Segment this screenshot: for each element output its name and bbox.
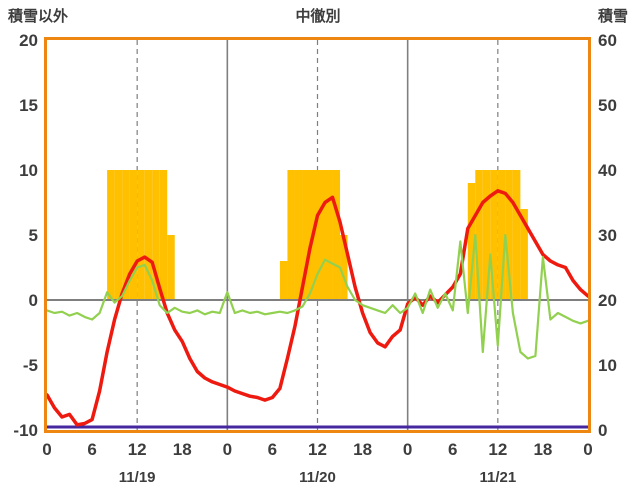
sunshine-bars [294, 170, 303, 300]
plot-border [44, 37, 591, 433]
left-axis-title: 積雪以外 [8, 8, 69, 25]
hour-tick: 6 [87, 440, 96, 459]
date-label: 11/20 [299, 469, 336, 486]
sunshine-bars [122, 170, 130, 300]
sunshine-bars [505, 170, 513, 300]
sunshine-bars [497, 170, 506, 300]
right-axis-tick: 60 [598, 31, 617, 50]
date-label: 11/19 [119, 469, 156, 486]
hour-tick: 18 [353, 440, 372, 459]
temperature-line [45, 189, 590, 427]
sunshine-bars [467, 183, 476, 300]
sunshine-bars [490, 170, 498, 300]
hour-tick: 0 [42, 440, 51, 459]
sunshine-bars [279, 261, 288, 300]
sunshine-bars [482, 170, 491, 300]
date-label: 11/21 [479, 469, 516, 486]
sunshine-bars [287, 170, 295, 300]
hour-tick: 0 [223, 440, 232, 459]
left-axis-tick: 20 [19, 31, 38, 50]
sunshine-bars [512, 170, 521, 300]
hour-tick: 0 [403, 440, 412, 459]
left-axis-tick: -5 [23, 356, 38, 375]
sunshine-bars [332, 170, 341, 300]
left-axis-tick: 0 [29, 291, 38, 310]
hour-tick: 12 [488, 440, 507, 459]
right-axis-tick: 30 [598, 226, 617, 245]
sunshine-bars [114, 170, 123, 300]
sunshine-bars [167, 235, 175, 300]
green-line [45, 233, 590, 360]
sunshine-bars [129, 170, 138, 300]
sunshine-bars [520, 209, 528, 300]
right-axis-title: 積雪 [597, 8, 628, 25]
sunshine-bars [302, 170, 310, 300]
sunshine-bars [325, 170, 333, 300]
right-axis-tick: 10 [598, 356, 617, 375]
sunshine-bars [475, 170, 483, 300]
sunshine-bars [107, 170, 115, 300]
sunshine-bars [317, 170, 326, 300]
hour-tick: 18 [533, 440, 552, 459]
left-axis-tick: 10 [19, 161, 38, 180]
hour-tick: 18 [173, 440, 192, 459]
left-axis-tick: 15 [19, 96, 38, 115]
hour-tick: 6 [268, 440, 277, 459]
chart-title: 中徹別 [295, 8, 341, 25]
hour-tick: 12 [308, 440, 327, 459]
right-axis-tick: 40 [598, 161, 617, 180]
sunshine-bars [144, 170, 153, 300]
hour-tick: 6 [448, 440, 457, 459]
left-axis-tick: 5 [29, 226, 38, 245]
sunshine-bars [340, 235, 348, 300]
right-axis-tick: 0 [598, 421, 607, 440]
right-axis-tick: 50 [598, 96, 617, 115]
sunshine-bars [159, 170, 168, 300]
sunshine-bars [152, 170, 160, 300]
hour-tick: 12 [128, 440, 147, 459]
left-axis-tick: -10 [13, 421, 38, 440]
right-axis-tick: 20 [598, 291, 617, 310]
sunshine-bars [137, 170, 145, 300]
hour-tick: 0 [583, 440, 592, 459]
